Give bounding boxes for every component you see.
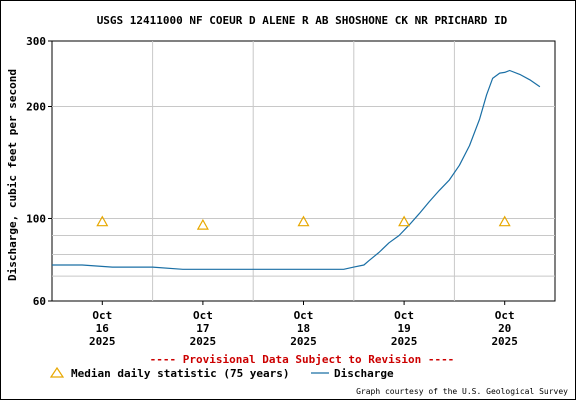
x-tick-label: 18 bbox=[297, 322, 310, 335]
x-tick-label: Oct bbox=[495, 309, 515, 322]
provisional-notice: ---- Provisional Data Subject to Revisio… bbox=[150, 353, 455, 366]
legend-discharge-label: Discharge bbox=[334, 367, 394, 380]
median-marker bbox=[96, 215, 109, 227]
y-tick-label: 100 bbox=[26, 212, 46, 225]
grid-lines bbox=[52, 41, 555, 301]
median-marker bbox=[196, 218, 209, 230]
median-markers bbox=[96, 215, 511, 230]
series-line-discharge bbox=[52, 69, 541, 270]
y-axis-label: Discharge, cubic feet per second bbox=[6, 69, 19, 281]
x-tick-label: 2025 bbox=[190, 335, 217, 348]
legend-median-icon bbox=[49, 366, 65, 378]
plot-border bbox=[51, 40, 556, 302]
x-tick-label: Oct bbox=[294, 309, 314, 322]
y-tick-label: 200 bbox=[26, 101, 46, 114]
series-layer bbox=[52, 69, 541, 270]
median-marker bbox=[398, 215, 411, 227]
x-tick-label: 2025 bbox=[391, 335, 418, 348]
x-tick-label: Oct bbox=[92, 309, 112, 322]
x-tick-label: 17 bbox=[196, 322, 209, 335]
x-tick-label: 16 bbox=[96, 322, 110, 335]
plot-area bbox=[51, 40, 556, 302]
x-tick-label: Oct bbox=[193, 309, 213, 322]
legend-median-label: Median daily statistic (75 years) bbox=[71, 367, 290, 380]
x-tick-label: 2025 bbox=[491, 335, 518, 348]
x-tick-label: 2025 bbox=[89, 335, 116, 348]
y-tick-label: 300 bbox=[26, 35, 46, 48]
chart-title: USGS 12411000 NF COEUR D ALENE R AB SHOS… bbox=[97, 14, 508, 27]
x-tick-label: 19 bbox=[397, 322, 410, 335]
median-marker bbox=[297, 215, 310, 227]
y-tick-label: 60 bbox=[33, 295, 46, 308]
x-axis: Oct162025Oct172025Oct182025Oct192025Oct2… bbox=[89, 301, 518, 348]
x-tick-label: 20 bbox=[498, 322, 511, 335]
y-axis: 300 200 100 60 bbox=[26, 35, 52, 308]
legend: Median daily statistic (75 years) Discha… bbox=[49, 366, 394, 380]
median-marker bbox=[498, 215, 511, 227]
credit-text: Graph courtesy of the U.S. Geological Su… bbox=[356, 387, 568, 396]
x-tick-label: 2025 bbox=[290, 335, 317, 348]
x-tick-label: Oct bbox=[394, 309, 414, 322]
